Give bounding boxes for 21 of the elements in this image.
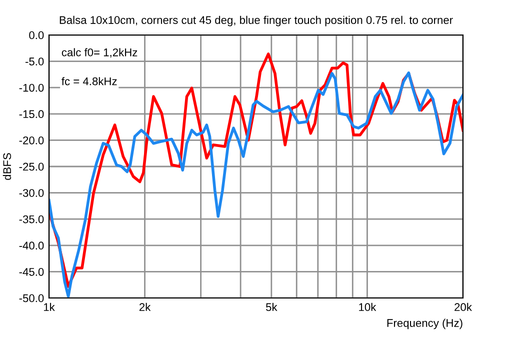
y-tick-label: -25.0 <box>19 162 44 171</box>
y-tick-label: -10.0 <box>19 84 44 92</box>
y-tick-label: -35.0 <box>19 215 44 224</box>
annotation: calc f0= 1,2kHz <box>62 48 138 58</box>
y-tick-label: -45.0 <box>19 268 44 276</box>
x-axis-title: Frequency (Hz) <box>387 318 462 330</box>
x-tick-label: 10k <box>359 302 376 312</box>
y-tick-label: -5.0 <box>25 58 44 66</box>
annotation: fc = 4.8kHz <box>62 77 117 86</box>
x-tick-label: 2k <box>139 302 151 311</box>
y-tick-label: 0.0 <box>29 31 44 40</box>
y-axis-title: dBFS <box>2 153 12 180</box>
y-tick-label: -40.0 <box>19 242 44 250</box>
y-tick-label: -50.0 <box>19 294 44 302</box>
chart-title: Balsa 10x10cm, corners cut 45 deg, blue finger touch position 0.75 rel. to corner <box>60 16 453 26</box>
x-tick-label: 5k <box>266 302 278 312</box>
x-tick-label: 1k <box>44 302 55 311</box>
y-tick-label: -30.0 <box>19 189 44 197</box>
y-tick-label: -20.0 <box>19 136 44 144</box>
y-tick-label: -15.0 <box>19 110 44 118</box>
x-tick-label: 20k <box>454 302 472 312</box>
